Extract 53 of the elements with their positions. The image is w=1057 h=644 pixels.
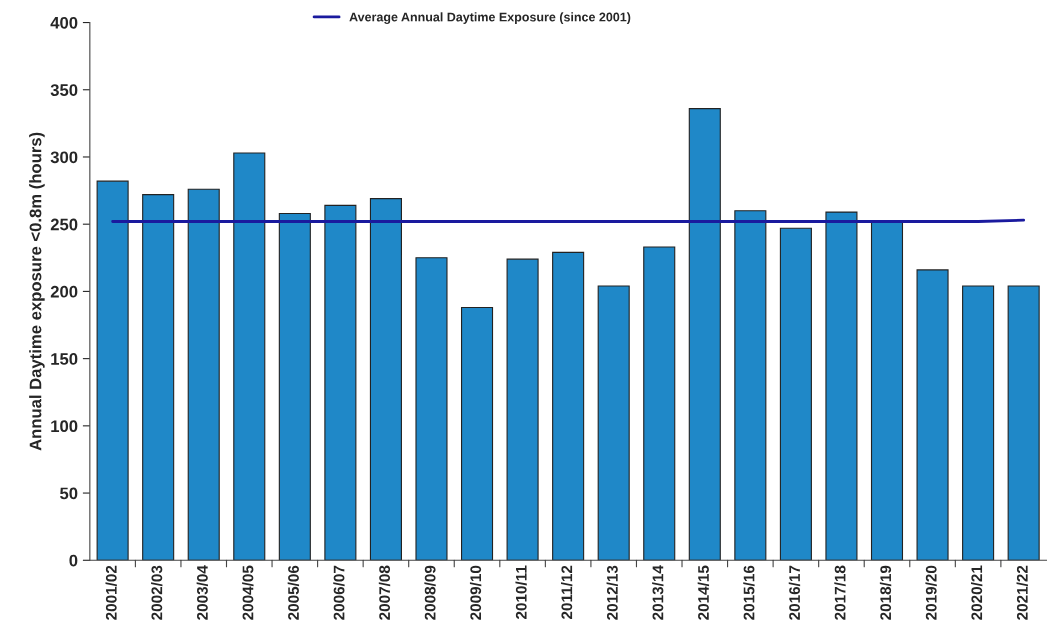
bar: [688, 108, 721, 561]
x-tick-label: 2010/11: [515, 565, 527, 619]
bar: [460, 306, 494, 561]
x-tick-label: 2019/20: [925, 565, 937, 620]
x-tick-label: 2004/05: [242, 565, 254, 620]
bar: [597, 285, 630, 561]
x-tick-label: 2003/04: [196, 565, 208, 620]
bar: [142, 194, 175, 561]
bar: [506, 258, 539, 561]
bar: [1007, 285, 1040, 561]
y-tick-label: 200: [50, 285, 78, 298]
x-tick-label: 2007/08: [378, 565, 391, 620]
x-tick-label: 2015/16: [743, 565, 755, 620]
bar: [734, 210, 767, 561]
bar: [369, 198, 402, 561]
bar: [825, 211, 858, 561]
bar: [870, 220, 904, 561]
x-tick-label: 2008/09: [424, 565, 436, 620]
x-tick-label: 2013/14: [652, 565, 664, 620]
bar: [916, 269, 949, 561]
x-tick-label: 2016/17: [788, 565, 801, 620]
bar: [779, 227, 812, 561]
y-tick-label: 350: [50, 84, 78, 96]
x-tick-label: 2009/10: [469, 565, 482, 620]
x-tick-label: 2020/21: [970, 565, 983, 620]
y-tick-label: 0: [69, 554, 78, 567]
x-tick-label: 2012/13: [606, 565, 618, 620]
legend-label: Average Annual Daytime Exposure (since 2001): [349, 12, 631, 24]
x-tick-label: 2017/18: [834, 565, 846, 620]
bar: [278, 212, 311, 561]
y-axis-title: Annual Daytime exposure <0.8m (hours): [29, 132, 45, 451]
y-tick-label: 250: [50, 218, 78, 231]
x-tick-label: 2006/07: [333, 565, 345, 620]
y-tick-label: 300: [50, 151, 78, 164]
bar: [962, 285, 995, 561]
x-tick-label: 2018/19: [879, 565, 892, 620]
y-tick-label: 50: [60, 487, 78, 500]
y-tick-label: 150: [51, 353, 78, 365]
y-tick-label: 400: [50, 16, 78, 29]
bar: [552, 251, 585, 561]
bar: [415, 257, 448, 561]
bar: [233, 152, 266, 561]
bar: [324, 204, 357, 561]
x-tick-label: 2014/15: [697, 565, 710, 620]
x-tick-label: 2001/02: [105, 565, 117, 620]
x-tick-label: 2011/12: [561, 565, 573, 619]
y-tick-label: 100: [51, 420, 78, 433]
x-tick-label: 2002/03: [151, 565, 163, 620]
x-tick-label: 2021/22: [1016, 565, 1028, 620]
bar: [643, 246, 676, 561]
x-tick-label: 2005/06: [287, 565, 300, 620]
bar: [187, 188, 220, 561]
bar: [96, 180, 129, 561]
